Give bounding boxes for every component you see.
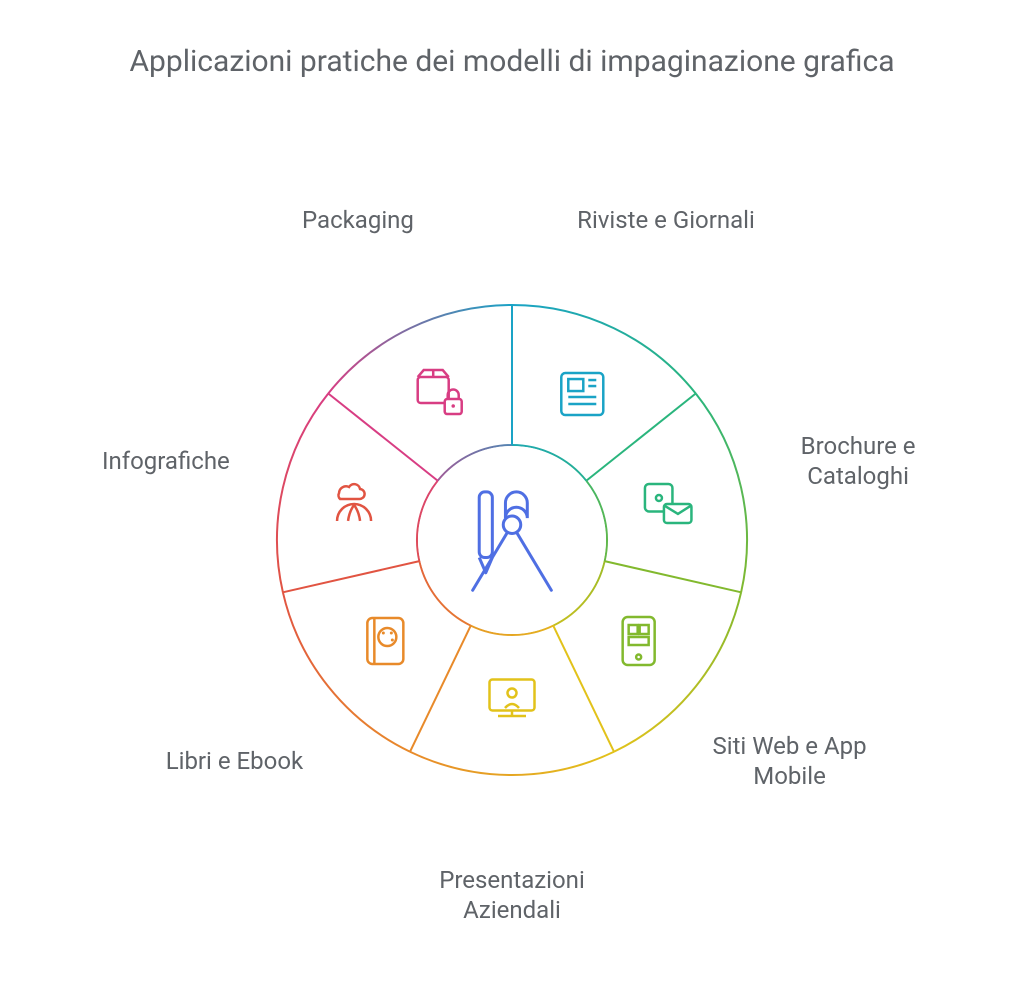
segment-label: Siti Web e App Mobile — [680, 731, 900, 791]
presenter-icon — [490, 680, 535, 717]
segment-label: Libri e Ebook — [124, 746, 344, 776]
outer-arc — [277, 393, 328, 592]
wheel-svg — [0, 0, 1024, 982]
globe-cloud-icon — [337, 484, 371, 521]
box-lock-icon — [418, 370, 462, 414]
newspaper-icon — [561, 373, 603, 415]
outer-arc — [410, 752, 614, 775]
segment-label: Brochure e Cataloghi — [748, 431, 968, 491]
spoke — [605, 561, 741, 592]
segment-label: Infografiche — [56, 446, 276, 476]
outer-arc — [328, 305, 512, 393]
segment-label: Riviste e Giornali — [556, 205, 776, 235]
spoke — [328, 393, 437, 480]
art-book-icon — [367, 618, 403, 664]
wheel-stage: Riviste e Giornali Brochure e Cataloghi Si… — [0, 0, 1024, 982]
outer-arc — [283, 592, 410, 751]
outer-arc — [696, 393, 747, 592]
device-app-icon — [623, 617, 655, 665]
cards-mail-icon — [645, 484, 692, 523]
spoke — [410, 626, 471, 752]
segment-label: Presentazioni Aziendali — [402, 865, 622, 925]
spoke — [283, 561, 419, 592]
segment-label: Packaging — [248, 205, 468, 235]
spoke — [553, 626, 614, 752]
center-disc — [418, 446, 606, 634]
